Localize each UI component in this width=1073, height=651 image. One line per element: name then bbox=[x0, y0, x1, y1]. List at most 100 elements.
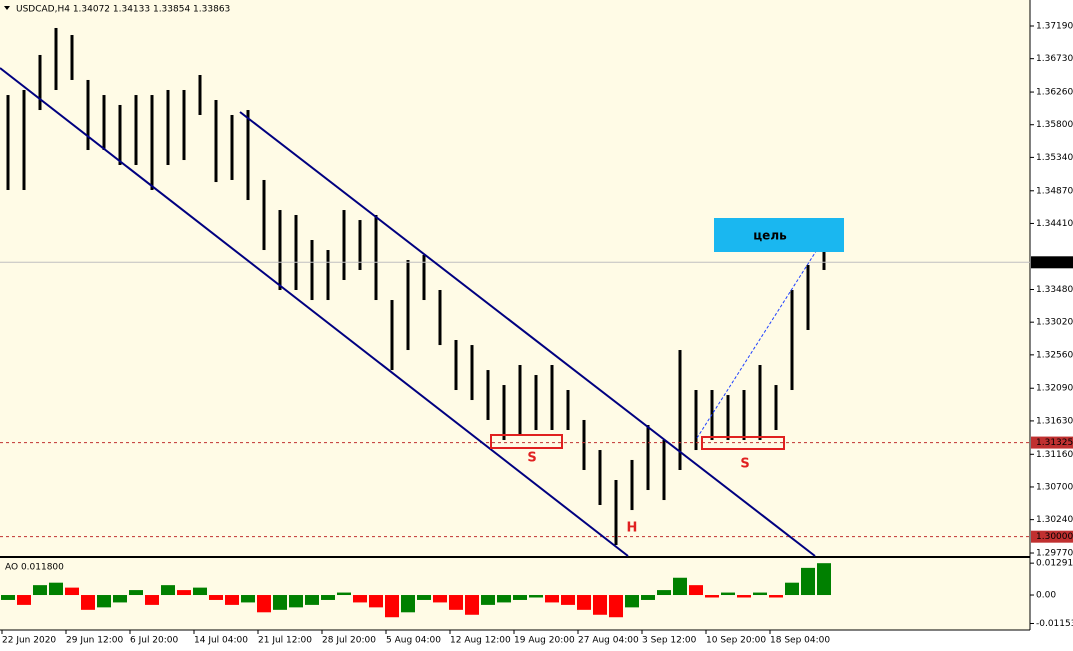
ao-bar bbox=[433, 595, 447, 603]
price-bar bbox=[374, 214, 378, 301]
x-tick-label: 28 Jul 20:00 bbox=[322, 636, 376, 646]
price-label: 1.33863 bbox=[1036, 258, 1073, 268]
y-tick-label: 1.30240 bbox=[1036, 515, 1073, 525]
price-bar bbox=[118, 104, 122, 165]
x-tick-label: 5 Aug 04:00 bbox=[386, 636, 441, 646]
price-bar bbox=[630, 459, 634, 511]
ao-bar bbox=[753, 592, 767, 596]
price-bar bbox=[166, 89, 170, 165]
target-line bbox=[696, 244, 821, 439]
x-tick-label: 22 Jun 2020 bbox=[2, 636, 56, 646]
support-box bbox=[701, 436, 785, 450]
price-bar bbox=[246, 110, 250, 201]
menu-arrow[interactable] bbox=[4, 6, 10, 10]
ao-bar bbox=[17, 595, 31, 605]
shoulder-label: S bbox=[740, 457, 749, 472]
price-label-bg bbox=[1031, 530, 1073, 543]
chart-title: USDCAD,H4 1.34072 1.34133 1.33854 1.3386… bbox=[16, 5, 230, 15]
ao-bar bbox=[161, 585, 175, 596]
ao-bar bbox=[465, 595, 479, 615]
price-bar bbox=[406, 260, 410, 351]
panel-separator bbox=[0, 556, 1030, 558]
price-bar bbox=[422, 254, 426, 301]
ao-bar bbox=[449, 595, 463, 610]
ao-bar bbox=[33, 585, 47, 596]
ao-bar bbox=[129, 590, 143, 596]
y-tick-label: 1.31160 bbox=[1036, 450, 1073, 460]
ao-bar bbox=[273, 595, 287, 610]
y-tick-label: 1.33480 bbox=[1036, 285, 1073, 295]
ao-bar bbox=[497, 595, 511, 603]
price-bar bbox=[102, 95, 106, 151]
support-box bbox=[490, 434, 563, 449]
price-bar bbox=[454, 340, 458, 391]
ao-bar bbox=[641, 595, 655, 600]
x-tick-label: 19 Aug 20:00 bbox=[514, 636, 575, 646]
ao-bar bbox=[417, 595, 431, 600]
price-bar bbox=[614, 480, 618, 545]
ao-bar bbox=[209, 595, 223, 600]
price-bar bbox=[598, 450, 602, 506]
price-bar bbox=[70, 35, 74, 80]
price-bar bbox=[198, 75, 202, 115]
price-bar bbox=[390, 300, 394, 371]
y-tick-label: 1.35340 bbox=[1036, 153, 1073, 163]
ao-bar bbox=[689, 585, 703, 596]
ao-bar bbox=[1, 595, 15, 600]
price-label-bg bbox=[1031, 436, 1073, 449]
ao-bar bbox=[225, 595, 239, 605]
ao-bar bbox=[289, 595, 303, 608]
ao-bar bbox=[673, 577, 687, 596]
y-tick-label: 1.35800 bbox=[1036, 120, 1073, 130]
plot-background bbox=[0, 0, 1030, 630]
x-tick-label: 14 Jul 04:00 bbox=[194, 636, 248, 646]
price-bar bbox=[438, 290, 442, 346]
ao-bar bbox=[241, 595, 255, 603]
ao-bar bbox=[145, 595, 159, 605]
price-bar bbox=[294, 214, 298, 291]
price-bar bbox=[54, 27, 58, 90]
price-bar bbox=[726, 395, 730, 441]
price-bar bbox=[230, 114, 234, 180]
price-bar bbox=[86, 79, 90, 151]
y-tick-label: 1.31630 bbox=[1036, 416, 1073, 426]
y-tick-label: 1.33020 bbox=[1036, 318, 1073, 328]
price-bar bbox=[534, 375, 538, 430]
ao-bar bbox=[657, 590, 671, 596]
price-bar bbox=[646, 425, 650, 491]
y-tick-label: 1.36260 bbox=[1036, 88, 1073, 98]
target-box bbox=[714, 218, 844, 252]
price-bar bbox=[310, 240, 314, 301]
price-bar bbox=[678, 350, 682, 470]
x-tick-label: 6 Jul 20:00 bbox=[130, 636, 179, 646]
price-bar bbox=[566, 390, 570, 430]
x-tick-label: 12 Aug 12:00 bbox=[450, 636, 511, 646]
ao-bar bbox=[769, 595, 783, 598]
price-bar bbox=[502, 385, 506, 441]
price-bar bbox=[470, 345, 474, 401]
ao-bar bbox=[65, 587, 79, 596]
ao-bar bbox=[625, 595, 639, 608]
head-label: H bbox=[627, 521, 638, 536]
price-bar bbox=[822, 240, 826, 270]
price-bar bbox=[278, 210, 282, 291]
y-tick-label: 1.32560 bbox=[1036, 350, 1073, 360]
price-bar bbox=[262, 179, 266, 251]
ao-bar bbox=[321, 595, 335, 600]
ao-bar bbox=[337, 592, 351, 596]
ao-bar bbox=[305, 595, 319, 605]
y-tick-label: -0.01153 bbox=[1036, 619, 1073, 629]
price-bar bbox=[518, 365, 522, 436]
price-bar bbox=[214, 100, 218, 183]
y-tick-label: 1.34870 bbox=[1036, 186, 1073, 196]
price-bar bbox=[150, 95, 154, 190]
price-label: 1.31325 bbox=[1036, 438, 1073, 448]
y-tick-label: 1.37190 bbox=[1036, 21, 1073, 31]
ao-bar bbox=[481, 595, 495, 605]
price-bar bbox=[758, 365, 762, 441]
ao-bar bbox=[593, 595, 607, 615]
price-bar bbox=[6, 95, 10, 190]
ao-bar bbox=[353, 595, 367, 603]
indicator-title: AO 0.011800 bbox=[5, 563, 64, 573]
